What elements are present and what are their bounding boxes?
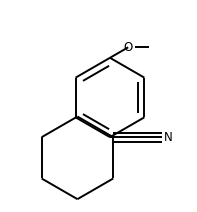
Text: O: O xyxy=(124,41,133,54)
Text: N: N xyxy=(164,131,173,144)
